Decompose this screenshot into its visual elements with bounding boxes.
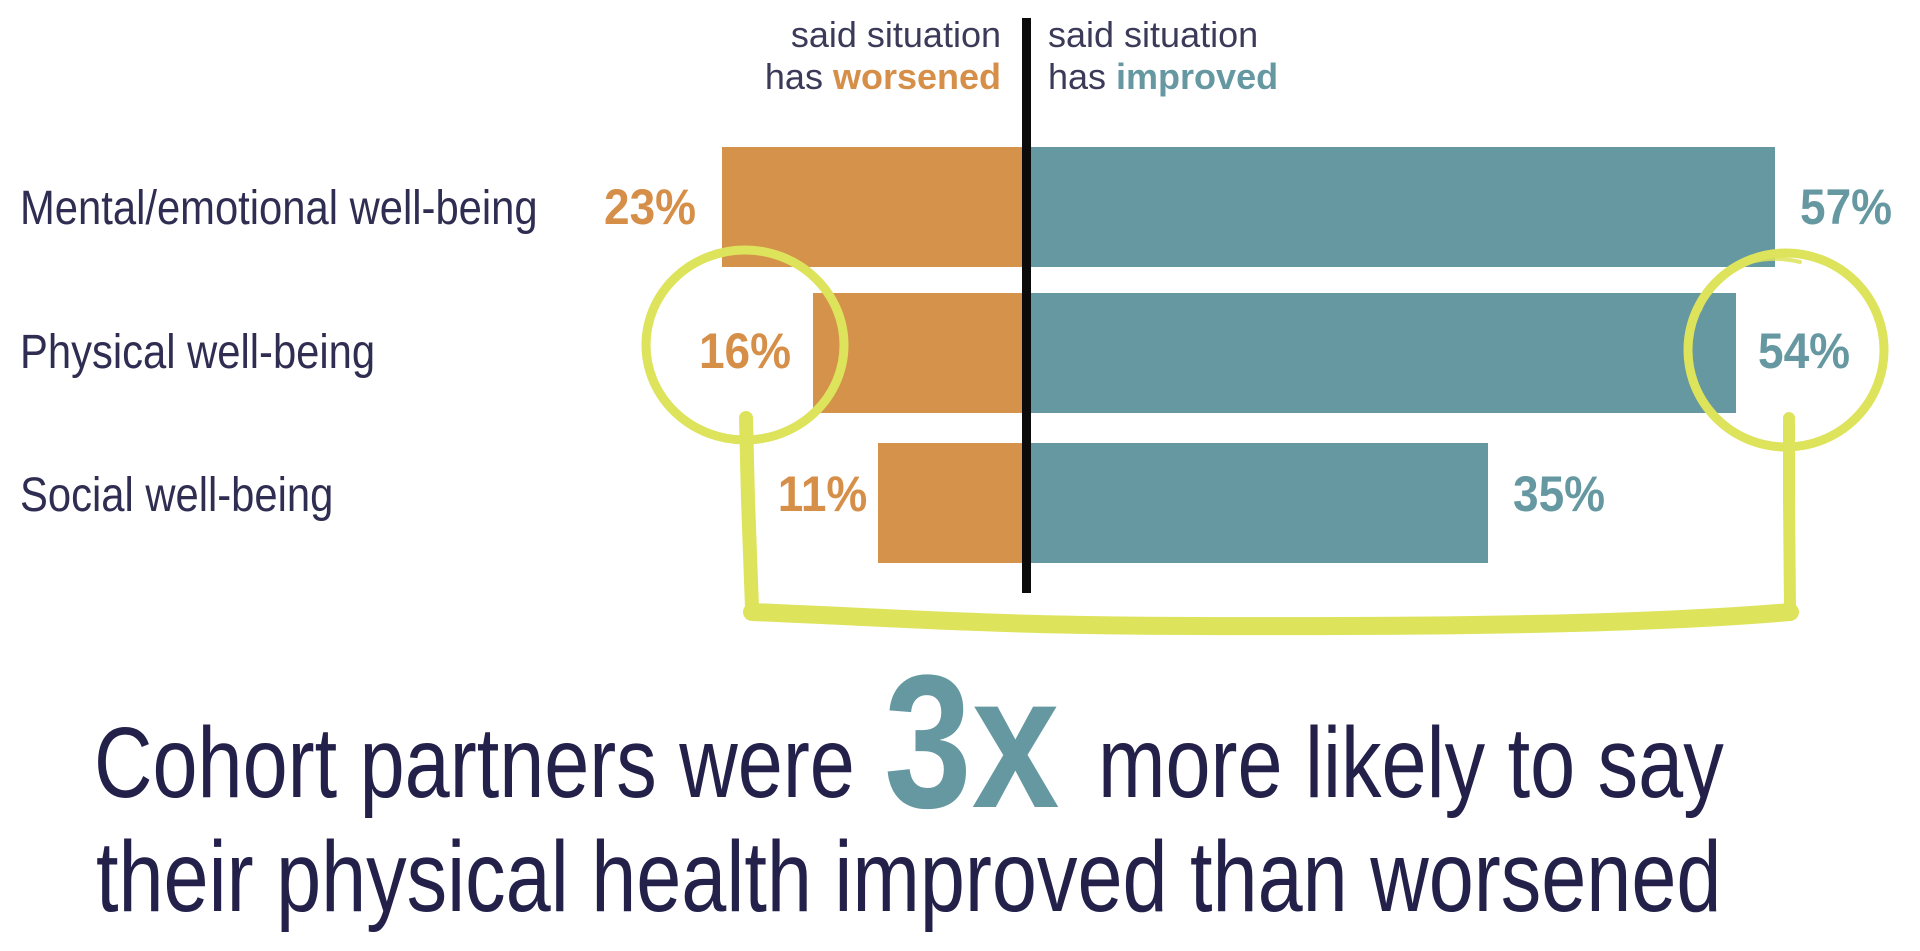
bracket-left-stem [739, 411, 759, 615]
value-social-improved: 35% [1513, 466, 1606, 522]
value-mental-worsened: 23% [603, 179, 696, 235]
legend-worsened-line1: said situation [790, 14, 1001, 55]
value-social-worsened: 11% [777, 466, 867, 522]
legend-worsened: said situation has worsened [765, 14, 1001, 98]
row-label-mental: Mental/emotional well-being [20, 182, 538, 235]
legend-worsened-prefix: has [764, 56, 833, 97]
headline-part1: Cohort partners were [94, 707, 855, 819]
bar-mental-improved [1031, 147, 1775, 267]
legend-improved: said situation has improved [1048, 14, 1278, 98]
bar-mental-worsened [721, 147, 1022, 267]
value-physical-improved: 54% [1758, 323, 1851, 379]
bracket-right-stem [1783, 412, 1796, 616]
row-label-social: Social well-being [20, 469, 334, 522]
legend-improved-emphasis: improved [1116, 56, 1279, 97]
value-physical-worsened: 16% [698, 323, 792, 379]
row-label-physical: Physical well-being [20, 326, 376, 379]
bar-social-improved [1031, 443, 1488, 563]
legend-improved-line1: said situation [1048, 14, 1259, 55]
legend-worsened-line2: has worsened [765, 56, 1001, 98]
bar-physical-improved [1031, 293, 1736, 413]
bar-physical-worsened [813, 293, 1022, 413]
legend-improved-prefix: has [1048, 56, 1117, 97]
headline-line2: their physical health improved than wors… [96, 821, 1722, 933]
value-mental-improved: 57% [1800, 179, 1893, 235]
headline-part2: more likely to say [1098, 707, 1724, 819]
legend-improved-line2: has improved [1048, 56, 1278, 98]
bar-social-worsened [878, 443, 1022, 563]
legend-worsened-emphasis: worsened [832, 56, 1001, 97]
headline-emphasis-3x: 3x [884, 636, 1060, 848]
bracket-bottom [743, 603, 1799, 636]
center-divider-line [1022, 18, 1031, 593]
